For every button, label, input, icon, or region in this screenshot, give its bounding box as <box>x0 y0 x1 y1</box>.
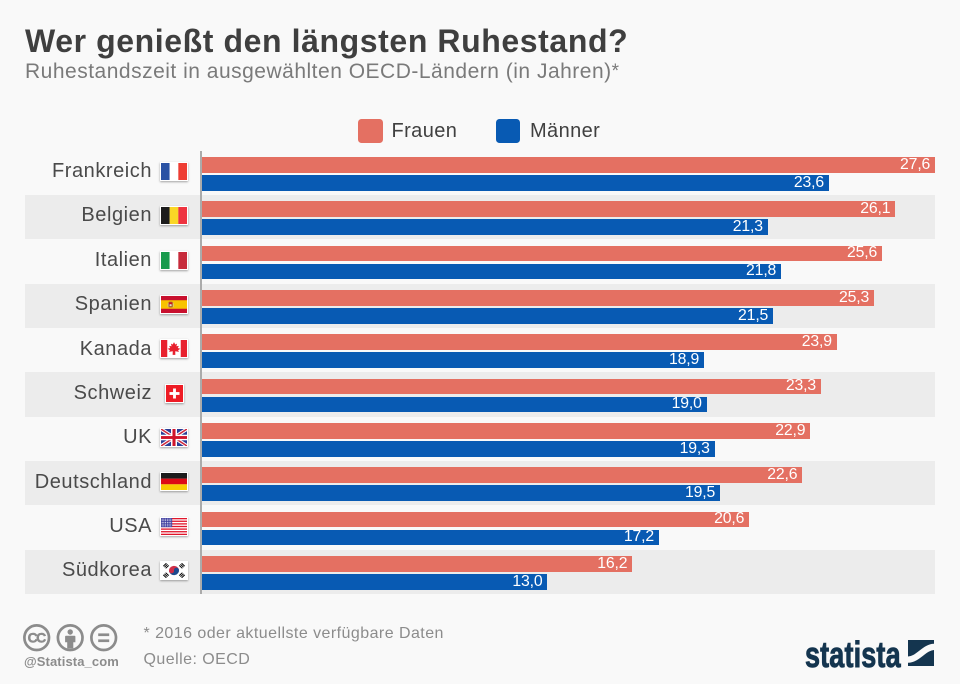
svg-text:CC: CC <box>28 629 47 645</box>
